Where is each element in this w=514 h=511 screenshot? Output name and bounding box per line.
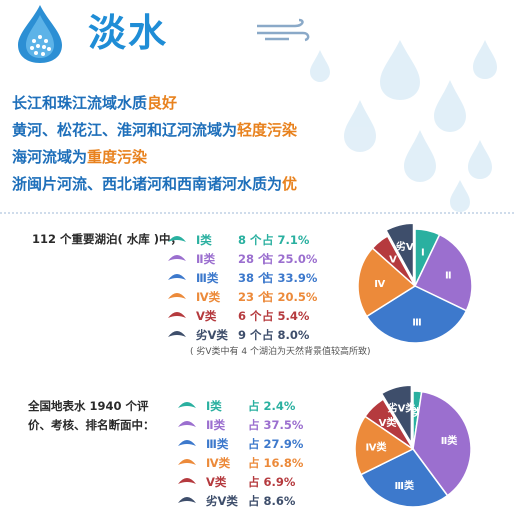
- legend-swatch-icon: [178, 402, 196, 408]
- legend-pct: 占 25.0%: [262, 252, 318, 266]
- pie-slice-label: Ⅴ类: [379, 416, 397, 429]
- legend-swatch-icon: [178, 459, 196, 465]
- legend-row: Ⅳ类 23 个占 20.5%: [166, 287, 318, 306]
- pie-slice: [385, 222, 415, 281]
- legend-pct: 占 7.1%: [262, 233, 310, 247]
- legend-swatch-icon: [168, 255, 186, 261]
- legend-label: Ⅲ类: [196, 271, 219, 285]
- legend-label: Ⅰ类: [206, 399, 222, 413]
- pie-slice-label: Ⅴ: [389, 254, 397, 265]
- pie-slice: [359, 448, 449, 508]
- water-drop-icon: [18, 5, 62, 63]
- pie-slice-label: Ⅱ类: [441, 434, 458, 447]
- legend-row: Ⅲ类 占 27.9%: [176, 434, 326, 453]
- summary-line-3: 海河流域为重度污染: [12, 148, 148, 166]
- pie-slice-label: Ⅲ类: [395, 479, 414, 492]
- pie-slice-label: 劣Ⅴ类: [388, 401, 416, 414]
- summary-line-2: 黄河、松花江、淮河和辽河流域为轻度污染: [12, 121, 298, 139]
- legend-pct: 占 8.0%: [262, 328, 310, 342]
- legend-pct: 占 33.9%: [262, 271, 318, 285]
- legend-label: Ⅰ类: [196, 233, 212, 247]
- lakes-intro: 112 个重要湖泊( 水库 )中，: [32, 232, 183, 246]
- legend-swatch-icon: [178, 421, 196, 427]
- droplet-decoration: [310, 40, 497, 212]
- summary-line-1: 长江和珠江流域水质良好: [12, 94, 178, 112]
- legend-label: Ⅴ类: [196, 309, 217, 323]
- legend-row: Ⅰ类 8 个占 7.1%: [166, 230, 316, 249]
- legend-swatch-icon: [168, 236, 186, 242]
- legend-pct: 占 2.4%: [248, 399, 296, 413]
- legend-count: 28 个: [238, 252, 270, 266]
- legend-count: 6 个: [238, 309, 262, 323]
- pie-slice: [365, 285, 468, 344]
- legend-swatch-icon: [168, 293, 186, 299]
- legend-row: Ⅲ类 38 个占 33.9%: [166, 268, 318, 287]
- legend-row: 劣Ⅴ类占 8.6%: [176, 491, 326, 510]
- legend-pct: 占 20.5%: [262, 290, 318, 304]
- divider: [0, 212, 514, 214]
- pie-slice: [414, 233, 473, 312]
- legend-row: Ⅰ类 占 2.4%: [176, 396, 326, 415]
- legend-swatch-icon: [168, 331, 186, 337]
- legend-row: 劣Ⅴ类 9 个占 8.0%: [166, 325, 316, 344]
- legend-count: 8 个: [238, 233, 262, 247]
- legend-row: Ⅴ类 6 个占 5.4%: [166, 306, 316, 325]
- legend-swatch-icon: [178, 440, 196, 446]
- pie-slice: [364, 398, 414, 450]
- pie-slice: [412, 390, 472, 497]
- pie-slice: [357, 247, 417, 318]
- legend-count: 9 个: [238, 328, 262, 342]
- lakes-legend: Ⅰ类 8 个占 7.1% Ⅱ类 28 个占 25.0% Ⅲ类 38 个占 33.9% Ⅳ类 2…: [166, 230, 318, 344]
- legend-row: Ⅴ类 占 6.9%: [176, 472, 326, 491]
- legend-label: Ⅳ类: [206, 456, 231, 470]
- legend-swatch-icon: [178, 497, 196, 503]
- pie-slice-label: 劣Ⅴ: [396, 240, 414, 253]
- page-title: 淡水: [88, 11, 169, 55]
- legend-label: Ⅴ类: [206, 475, 227, 489]
- legend-label: Ⅱ类: [196, 252, 216, 266]
- lakes-note: ( 劣Ⅴ类中有 4 个湖泊为天然背景值较高所致): [190, 347, 371, 357]
- legend-count: 23 个: [238, 290, 270, 304]
- pie-slice-label: Ⅳ: [374, 279, 385, 290]
- pie-slice-label: Ⅰ: [421, 248, 425, 259]
- legend-label: 劣Ⅴ类: [206, 494, 238, 508]
- legend-pct: 占 16.8%: [248, 456, 304, 470]
- legend-swatch-icon: [168, 312, 186, 318]
- legend-row: Ⅱ类 占 37.5%: [176, 415, 326, 434]
- pie-slice-label: Ⅱ: [445, 270, 452, 281]
- legend-label: 劣Ⅴ类: [196, 328, 228, 342]
- legend-label: Ⅱ类: [206, 418, 226, 432]
- sections-intro: 全国地表水 1940 个评 价、考核、排名断面中：: [28, 397, 155, 435]
- legend-row: Ⅳ类 占 16.8%: [176, 453, 326, 472]
- sections-intro-line-2: 价、考核、排名断面中：: [28, 418, 155, 432]
- summary-line-4: 浙闽片河流、西北诸河和西南诸河水质为优: [12, 175, 298, 193]
- legend-pct: 占 27.9%: [248, 437, 304, 451]
- legend-pct: 占 5.4%: [262, 309, 310, 323]
- pie-slice: [371, 235, 416, 287]
- lakes-pie-chart: Ⅰ Ⅱ Ⅲ Ⅳ Ⅴ劣Ⅴ: [357, 222, 473, 344]
- pie-slice-label: Ⅲ: [412, 317, 421, 328]
- pie-slice-label: Ⅳ类: [365, 440, 386, 453]
- legend-row: Ⅱ类 28 个占 25.0%: [166, 249, 318, 268]
- legend-count: 38 个: [238, 271, 270, 285]
- sections-legend: Ⅰ类 占 2.4% Ⅱ类 占 37.5% Ⅲ类 占 27.9% Ⅳ类 占 16.8% Ⅴ类 占 6…: [176, 396, 326, 510]
- legend-pct: 占 8.6%: [248, 494, 296, 508]
- legend-label: Ⅳ类: [196, 290, 221, 304]
- legend-pct: 占 37.5%: [248, 418, 304, 432]
- legend-label: Ⅲ类: [206, 437, 229, 451]
- sections-intro-line-1: 全国地表水 1940 个评: [28, 399, 149, 413]
- wind-icon: [257, 18, 310, 42]
- legend-pct: 占 6.9%: [248, 475, 296, 489]
- pie-slice: [354, 415, 415, 476]
- legend-swatch-icon: [178, 478, 196, 484]
- legend-swatch-icon: [168, 274, 186, 280]
- pie-slice: [380, 384, 413, 446]
